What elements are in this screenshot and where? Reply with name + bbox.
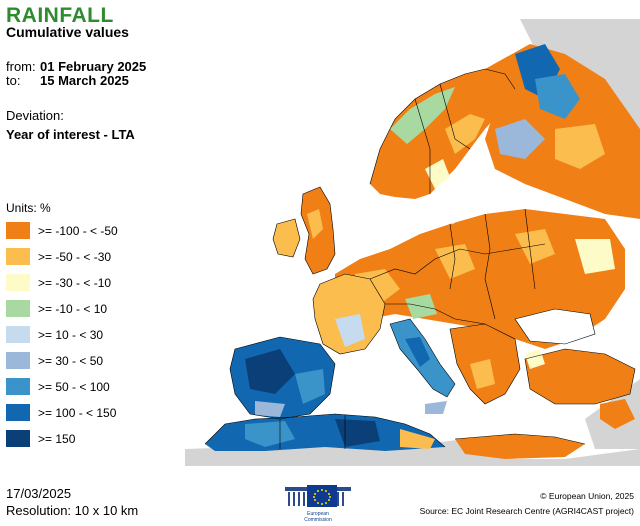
legend-label: >= -50 - < -30 xyxy=(38,249,112,264)
svg-text:Commission: Commission xyxy=(304,517,332,523)
north-africa xyxy=(205,414,585,459)
issue-date: 17/03/2025 xyxy=(6,486,72,501)
middle-east xyxy=(600,399,635,429)
italy xyxy=(390,319,455,414)
from-date: 01 February 2025 xyxy=(40,59,147,74)
legend-item: >= 10 - < 30 xyxy=(6,325,186,344)
north-russia xyxy=(485,44,640,219)
legend-label: >= 30 - < 50 xyxy=(38,353,104,368)
legend-label: >= 150 xyxy=(38,431,76,446)
british-isles xyxy=(273,187,335,274)
legend-swatch xyxy=(6,300,30,317)
legend-label: >= 50 - < 100 xyxy=(38,379,110,394)
svg-text:European: European xyxy=(307,511,329,517)
source: Source: EC Joint Research Centre (AGRI4C… xyxy=(419,506,634,516)
legend-label: >= 10 - < 30 xyxy=(38,327,104,342)
legend-swatch xyxy=(6,378,30,395)
rainfall-map xyxy=(185,19,640,466)
map-subtitle: Cumulative values xyxy=(6,24,129,40)
legend-item: >= 150 xyxy=(6,429,186,448)
map-title: RAINFALL xyxy=(6,4,114,27)
legend-item: >= -10 - < 10 xyxy=(6,299,186,318)
legend-item: >= -30 - < -10 xyxy=(6,273,186,292)
legend-swatch xyxy=(6,430,30,447)
country-borders xyxy=(204,68,636,449)
legend-swatch xyxy=(6,326,30,343)
legend-item: >= 30 - < 50 xyxy=(6,351,186,370)
legend-label: >= -10 - < 10 xyxy=(38,301,108,316)
legend-item: >= -50 - < -30 xyxy=(6,247,186,266)
to-date: 15 March 2025 xyxy=(40,73,129,88)
anatolia xyxy=(525,349,635,404)
legend-swatch xyxy=(6,222,30,239)
from-label: from: xyxy=(6,59,36,74)
legend-swatch xyxy=(6,274,30,291)
legend-swatch xyxy=(6,352,30,369)
france xyxy=(313,274,385,354)
black-sea xyxy=(515,309,595,344)
legend-label: >= -100 - < -50 xyxy=(38,223,118,238)
to-label: to: xyxy=(6,73,21,88)
period-block: from: 01 February 2025 to: 15 March 2025 xyxy=(6,60,146,88)
legend-item: >= 50 - < 100 xyxy=(6,377,186,396)
copyright: © European Union, 2025 xyxy=(540,491,634,501)
legend-units: Units: % xyxy=(6,201,51,215)
legend-label: >= 100 - < 150 xyxy=(38,405,117,420)
european-commission-logo: European Commission xyxy=(285,485,351,523)
legend-swatch xyxy=(6,404,30,421)
legend-item: >= -100 - < -50 xyxy=(6,221,186,240)
legend-item: >= 100 - < 150 xyxy=(6,403,186,422)
iberia xyxy=(230,337,335,419)
baltic-sea xyxy=(435,169,477,224)
legend-label: >= -30 - < -10 xyxy=(38,275,112,290)
legend-swatch xyxy=(6,248,30,265)
deviation-label: Deviation: xyxy=(6,108,64,123)
resolution: Resolution: 10 x 10 km xyxy=(6,503,139,518)
deviation-value: Year of interest - LTA xyxy=(6,127,135,142)
legend: Units: % >= -100 - < -50 >= -50 - < -30 … xyxy=(6,201,186,455)
